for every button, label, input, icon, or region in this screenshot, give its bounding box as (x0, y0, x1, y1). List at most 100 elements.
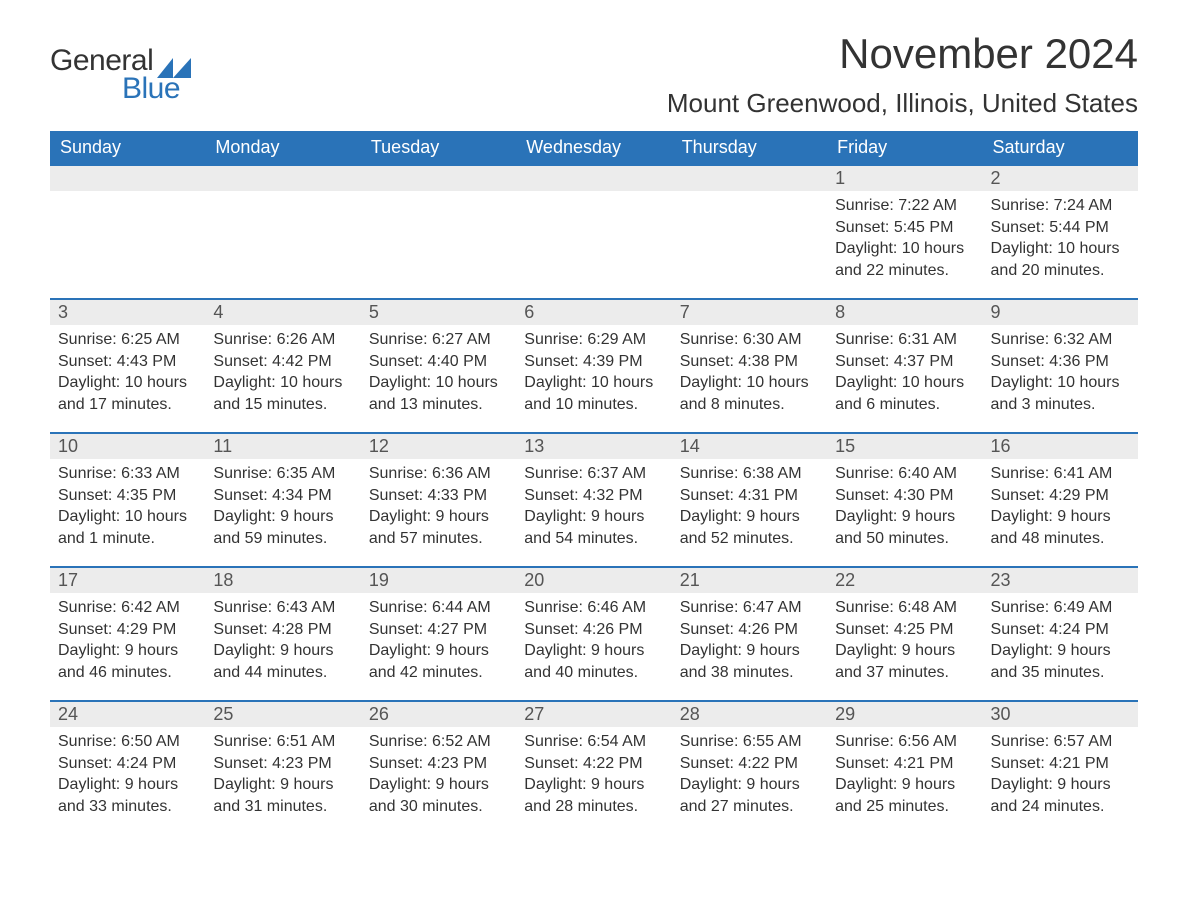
day-details: Sunrise: 6:50 AMSunset: 4:24 PMDaylight:… (50, 727, 205, 825)
day-number: 19 (361, 568, 516, 593)
day-number: 2 (983, 166, 1138, 191)
daylight-line: Daylight: 9 hours and 30 minutes. (369, 774, 508, 817)
calendar-cell: 8Sunrise: 6:31 AMSunset: 4:37 PMDaylight… (827, 298, 982, 426)
day-number: 23 (983, 568, 1138, 593)
sunset-line: Sunset: 4:26 PM (524, 619, 663, 641)
calendar-cell: 2Sunrise: 7:24 AMSunset: 5:44 PMDaylight… (983, 164, 1138, 292)
calendar-cell: 15Sunrise: 6:40 AMSunset: 4:30 PMDayligh… (827, 432, 982, 560)
logo: General Blue (50, 44, 191, 106)
day-details: Sunrise: 6:57 AMSunset: 4:21 PMDaylight:… (983, 727, 1138, 825)
day-number: 8 (827, 300, 982, 325)
calendar-cell: 25Sunrise: 6:51 AMSunset: 4:23 PMDayligh… (205, 700, 360, 828)
daylight-line: Daylight: 10 hours and 3 minutes. (991, 372, 1130, 415)
sunset-line: Sunset: 4:37 PM (835, 351, 974, 373)
daylight-line: Daylight: 9 hours and 54 minutes. (524, 506, 663, 549)
sunrise-line: Sunrise: 6:35 AM (213, 463, 352, 485)
sunrise-line: Sunrise: 6:30 AM (680, 329, 819, 351)
sunset-line: Sunset: 4:43 PM (58, 351, 197, 373)
calendar-cell: 30Sunrise: 6:57 AMSunset: 4:21 PMDayligh… (983, 700, 1138, 828)
sunset-line: Sunset: 4:25 PM (835, 619, 974, 641)
calendar-cell: 17Sunrise: 6:42 AMSunset: 4:29 PMDayligh… (50, 566, 205, 694)
day-details: Sunrise: 6:47 AMSunset: 4:26 PMDaylight:… (672, 593, 827, 691)
day-number: 17 (50, 568, 205, 593)
sunset-line: Sunset: 4:42 PM (213, 351, 352, 373)
column-header: Monday (205, 131, 360, 164)
empty-day (672, 166, 827, 191)
sunrise-line: Sunrise: 6:49 AM (991, 597, 1130, 619)
calendar-cell (516, 164, 671, 292)
sunset-line: Sunset: 4:29 PM (58, 619, 197, 641)
column-header: Saturday (983, 131, 1138, 164)
calendar-cell (672, 164, 827, 292)
sunset-line: Sunset: 4:32 PM (524, 485, 663, 507)
day-details: Sunrise: 6:54 AMSunset: 4:22 PMDaylight:… (516, 727, 671, 825)
sunrise-line: Sunrise: 6:46 AM (524, 597, 663, 619)
daylight-line: Daylight: 10 hours and 10 minutes. (524, 372, 663, 415)
sunrise-line: Sunrise: 7:22 AM (835, 195, 974, 217)
daylight-line: Daylight: 9 hours and 33 minutes. (58, 774, 197, 817)
sunset-line: Sunset: 4:26 PM (680, 619, 819, 641)
column-header: Wednesday (516, 131, 671, 164)
day-details: Sunrise: 6:52 AMSunset: 4:23 PMDaylight:… (361, 727, 516, 825)
day-details: Sunrise: 6:56 AMSunset: 4:21 PMDaylight:… (827, 727, 982, 825)
sunrise-line: Sunrise: 6:55 AM (680, 731, 819, 753)
day-number: 9 (983, 300, 1138, 325)
daylight-line: Daylight: 9 hours and 28 minutes. (524, 774, 663, 817)
daylight-line: Daylight: 10 hours and 8 minutes. (680, 372, 819, 415)
calendar-cell: 5Sunrise: 6:27 AMSunset: 4:40 PMDaylight… (361, 298, 516, 426)
calendar-cell: 13Sunrise: 6:37 AMSunset: 4:32 PMDayligh… (516, 432, 671, 560)
day-number: 14 (672, 434, 827, 459)
sunset-line: Sunset: 4:24 PM (58, 753, 197, 775)
sunrise-line: Sunrise: 6:36 AM (369, 463, 508, 485)
sunrise-line: Sunrise: 6:44 AM (369, 597, 508, 619)
sunset-line: Sunset: 5:44 PM (991, 217, 1130, 239)
day-details: Sunrise: 6:40 AMSunset: 4:30 PMDaylight:… (827, 459, 982, 557)
calendar-header-row: SundayMondayTuesdayWednesdayThursdayFrid… (50, 131, 1138, 164)
day-details: Sunrise: 6:43 AMSunset: 4:28 PMDaylight:… (205, 593, 360, 691)
calendar-cell: 20Sunrise: 6:46 AMSunset: 4:26 PMDayligh… (516, 566, 671, 694)
day-details: Sunrise: 6:38 AMSunset: 4:31 PMDaylight:… (672, 459, 827, 557)
daylight-line: Daylight: 10 hours and 17 minutes. (58, 372, 197, 415)
sunrise-line: Sunrise: 6:27 AM (369, 329, 508, 351)
sunrise-line: Sunrise: 6:42 AM (58, 597, 197, 619)
sunrise-line: Sunrise: 6:43 AM (213, 597, 352, 619)
empty-day (516, 166, 671, 191)
day-number: 28 (672, 702, 827, 727)
day-details: Sunrise: 6:51 AMSunset: 4:23 PMDaylight:… (205, 727, 360, 825)
sunset-line: Sunset: 4:40 PM (369, 351, 508, 373)
sunset-line: Sunset: 4:29 PM (991, 485, 1130, 507)
calendar-cell: 26Sunrise: 6:52 AMSunset: 4:23 PMDayligh… (361, 700, 516, 828)
calendar-table: SundayMondayTuesdayWednesdayThursdayFrid… (50, 131, 1138, 828)
day-details: Sunrise: 6:55 AMSunset: 4:22 PMDaylight:… (672, 727, 827, 825)
day-number: 12 (361, 434, 516, 459)
day-details: Sunrise: 6:36 AMSunset: 4:33 PMDaylight:… (361, 459, 516, 557)
sunset-line: Sunset: 4:21 PM (835, 753, 974, 775)
day-details: Sunrise: 6:37 AMSunset: 4:32 PMDaylight:… (516, 459, 671, 557)
sunrise-line: Sunrise: 6:56 AM (835, 731, 974, 753)
calendar-cell: 16Sunrise: 6:41 AMSunset: 4:29 PMDayligh… (983, 432, 1138, 560)
day-number: 30 (983, 702, 1138, 727)
sunrise-line: Sunrise: 6:31 AM (835, 329, 974, 351)
calendar-cell: 3Sunrise: 6:25 AMSunset: 4:43 PMDaylight… (50, 298, 205, 426)
sunrise-line: Sunrise: 6:48 AM (835, 597, 974, 619)
sunset-line: Sunset: 4:21 PM (991, 753, 1130, 775)
column-header: Tuesday (361, 131, 516, 164)
day-number: 11 (205, 434, 360, 459)
sunset-line: Sunset: 4:31 PM (680, 485, 819, 507)
calendar-cell: 7Sunrise: 6:30 AMSunset: 4:38 PMDaylight… (672, 298, 827, 426)
daylight-line: Daylight: 10 hours and 20 minutes. (991, 238, 1130, 281)
daylight-line: Daylight: 9 hours and 50 minutes. (835, 506, 974, 549)
day-number: 15 (827, 434, 982, 459)
day-details: Sunrise: 6:29 AMSunset: 4:39 PMDaylight:… (516, 325, 671, 423)
calendar-cell: 12Sunrise: 6:36 AMSunset: 4:33 PMDayligh… (361, 432, 516, 560)
day-details: Sunrise: 6:33 AMSunset: 4:35 PMDaylight:… (50, 459, 205, 557)
daylight-line: Daylight: 10 hours and 1 minute. (58, 506, 197, 549)
day-details: Sunrise: 6:26 AMSunset: 4:42 PMDaylight:… (205, 325, 360, 423)
calendar-cell: 29Sunrise: 6:56 AMSunset: 4:21 PMDayligh… (827, 700, 982, 828)
daylight-line: Daylight: 9 hours and 25 minutes. (835, 774, 974, 817)
header: General Blue November 2024 Mount Greenwo… (50, 30, 1138, 119)
day-details: Sunrise: 6:44 AMSunset: 4:27 PMDaylight:… (361, 593, 516, 691)
sunrise-line: Sunrise: 6:54 AM (524, 731, 663, 753)
sunset-line: Sunset: 4:22 PM (524, 753, 663, 775)
calendar-week: 3Sunrise: 6:25 AMSunset: 4:43 PMDaylight… (50, 298, 1138, 426)
